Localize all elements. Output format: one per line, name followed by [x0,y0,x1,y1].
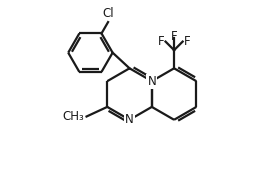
Text: N: N [125,113,134,126]
Text: N: N [147,75,156,88]
Text: CH₃: CH₃ [63,110,85,123]
Text: Cl: Cl [102,7,114,20]
Text: F: F [158,35,164,48]
Text: F: F [171,30,177,43]
Text: F: F [184,35,190,48]
